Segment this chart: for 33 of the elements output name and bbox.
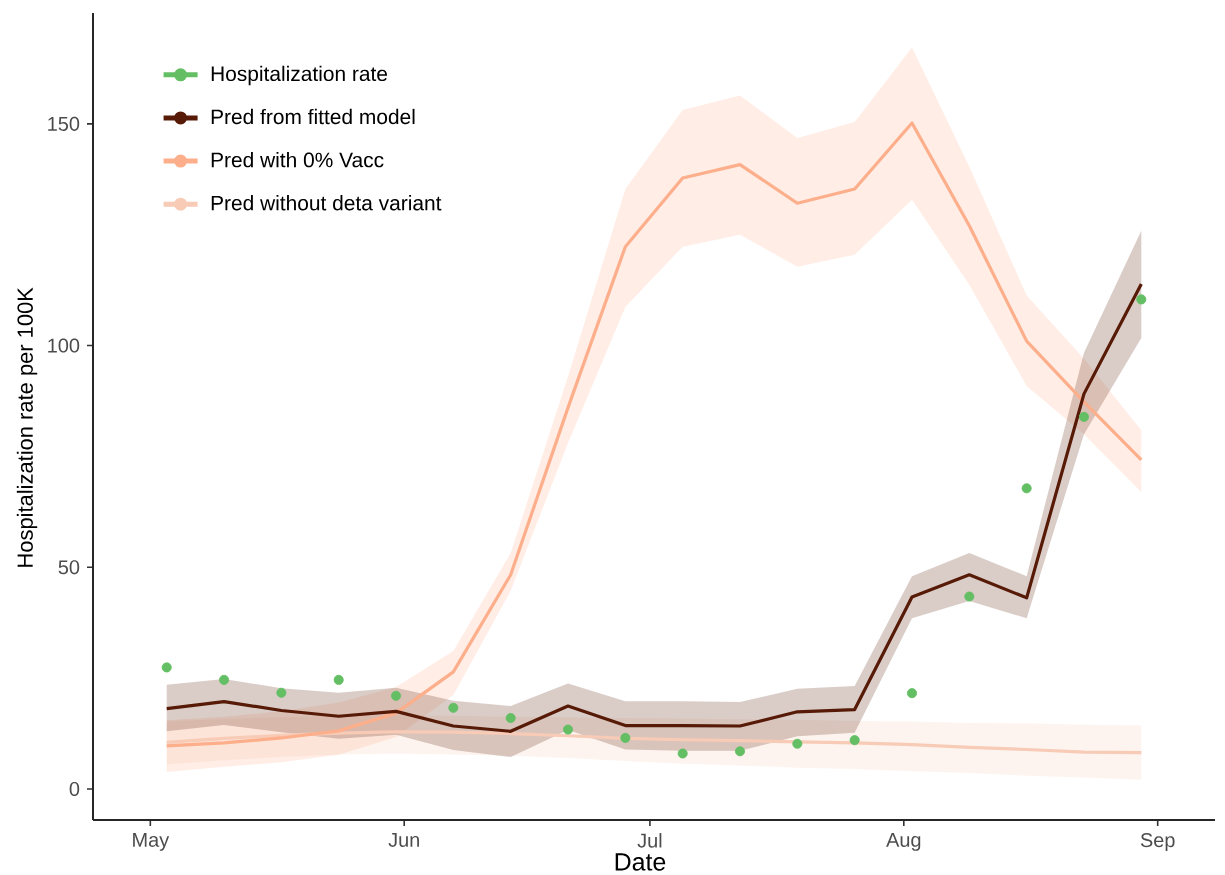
point [735, 746, 745, 757]
point [620, 732, 631, 743]
point [1136, 294, 1147, 305]
legend-label: Hospitalization rate [211, 65, 388, 86]
x-axis-title: Date [615, 853, 666, 871]
point [391, 690, 402, 701]
y-tick-label: 100 [48, 338, 80, 353]
point [1078, 411, 1089, 422]
point [964, 591, 975, 602]
y-tick-label: 50 [58, 560, 80, 575]
x-tick-label: Jul [637, 833, 662, 848]
point [677, 748, 688, 759]
point [792, 738, 803, 749]
point [906, 688, 917, 699]
y-tick-label: 150 [48, 116, 80, 131]
point [1021, 483, 1032, 494]
y-axis-title: Hospitalization rate per 100K [16, 287, 38, 567]
x-tick-label: Aug [886, 833, 921, 851]
legend-label: Pred with 0% Vacc [211, 151, 384, 168]
y-tick-label: 0 [69, 781, 80, 797]
point [563, 724, 574, 735]
point [849, 735, 860, 746]
point [505, 713, 516, 724]
x-tick-label: Jun [388, 833, 419, 847]
point [333, 674, 344, 685]
point [161, 662, 172, 673]
x-tick-label: Sep [1140, 833, 1175, 852]
legend-label: Pred from fitted model [211, 108, 415, 125]
x-tick-label: May [133, 833, 170, 851]
legend-label: Pred without deta variant [211, 195, 442, 211]
point [448, 702, 459, 713]
point [276, 687, 287, 698]
point [219, 674, 230, 685]
